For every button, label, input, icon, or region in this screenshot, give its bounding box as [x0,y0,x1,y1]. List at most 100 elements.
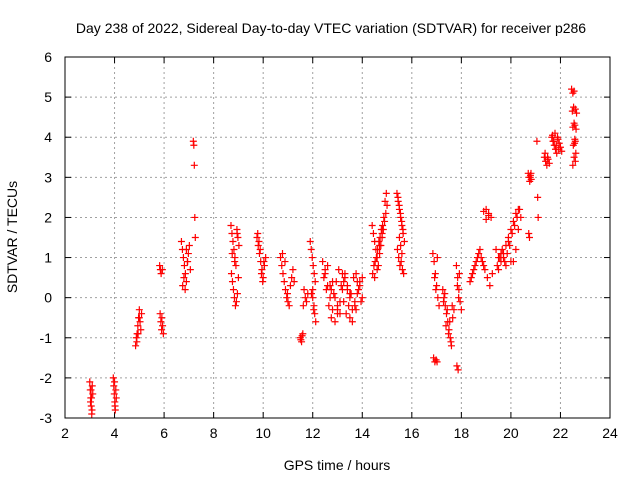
data-point [283,290,291,298]
data-point [320,274,328,282]
data-point [432,286,440,294]
y-tick-label: -2 [40,370,53,386]
data-point [157,270,165,278]
data-point [231,302,239,310]
x-tick-label: 10 [255,425,271,441]
data-point [433,282,441,290]
y-tick-label: 2 [44,209,52,225]
data-point [157,318,165,326]
data-point [177,238,185,246]
data-point [89,390,97,398]
data-point [511,221,519,229]
x-tick-label: 6 [160,425,168,441]
data-point [357,298,365,306]
data-point [341,270,349,278]
data-point [253,234,261,241]
data-point [288,274,296,282]
data-point [373,266,381,274]
data-point [230,246,238,254]
data-point [397,258,405,266]
data-point [571,135,579,143]
data-point [430,258,438,266]
data-point [135,306,143,314]
data-point [232,298,240,306]
data-point [300,286,308,294]
data-point [498,246,506,254]
data-point [571,157,579,165]
data-point [504,238,512,246]
data-point [368,221,376,229]
data-point [331,318,339,326]
data-point [340,278,348,286]
data-point [138,310,146,318]
data-point [137,326,145,334]
x-tick-label: 24 [602,425,618,441]
data-point [308,254,316,262]
data-point [376,234,384,241]
data-point [446,334,454,342]
data-point [182,278,190,286]
data-point [285,302,293,310]
data-point [159,330,167,338]
data-point [514,225,522,233]
data-point [234,234,242,241]
data-point [396,262,404,270]
data-point [534,213,542,221]
data-point [283,294,291,302]
y-tick-label: 4 [44,129,52,145]
data-point [398,217,406,225]
data-point [133,338,141,346]
data-point [298,332,306,340]
data-point [400,238,408,246]
data-point [446,318,454,326]
data-point [227,221,235,229]
data-point [277,254,285,262]
data-point [342,310,350,318]
data-point [87,398,95,406]
data-point [550,137,558,145]
data-point [429,250,437,258]
data-point [260,258,268,266]
data-point [369,229,377,237]
y-tick-label: 6 [44,49,52,65]
data-point [184,250,192,258]
data-point [477,254,485,262]
data-point [256,246,264,254]
data-point [443,306,451,314]
data-point [158,326,166,334]
x-tick-label: 4 [111,425,119,441]
data-point [289,266,297,274]
data-point [375,238,383,246]
data-point [508,229,516,237]
data-point [448,302,456,310]
data-point [306,238,314,246]
data-point [398,250,406,258]
data-point [396,209,404,217]
data-point [257,270,265,278]
data-point [336,310,344,318]
x-tick-labels: 2 4 6 8 10 12 14 16 18 20 22 24 [61,425,618,441]
x-tick-label: 2 [61,425,69,441]
data-point [233,229,241,237]
data-point [110,390,118,398]
data-point [346,314,354,322]
data-point [456,298,464,306]
data-point [134,330,142,338]
data-point [299,302,307,310]
data-point [512,246,520,254]
data-point [297,336,305,344]
data-point [340,298,348,306]
data-point [301,294,309,302]
data-point [449,314,457,322]
data-point [439,286,447,294]
data-point [513,213,521,221]
data-point [329,278,337,286]
data-point [533,137,541,145]
data-point [544,153,552,161]
data-point [573,109,581,117]
data-point [87,402,95,410]
data-point [447,338,455,346]
data-point [480,262,488,270]
data-point [440,298,448,306]
data-point [443,310,450,318]
